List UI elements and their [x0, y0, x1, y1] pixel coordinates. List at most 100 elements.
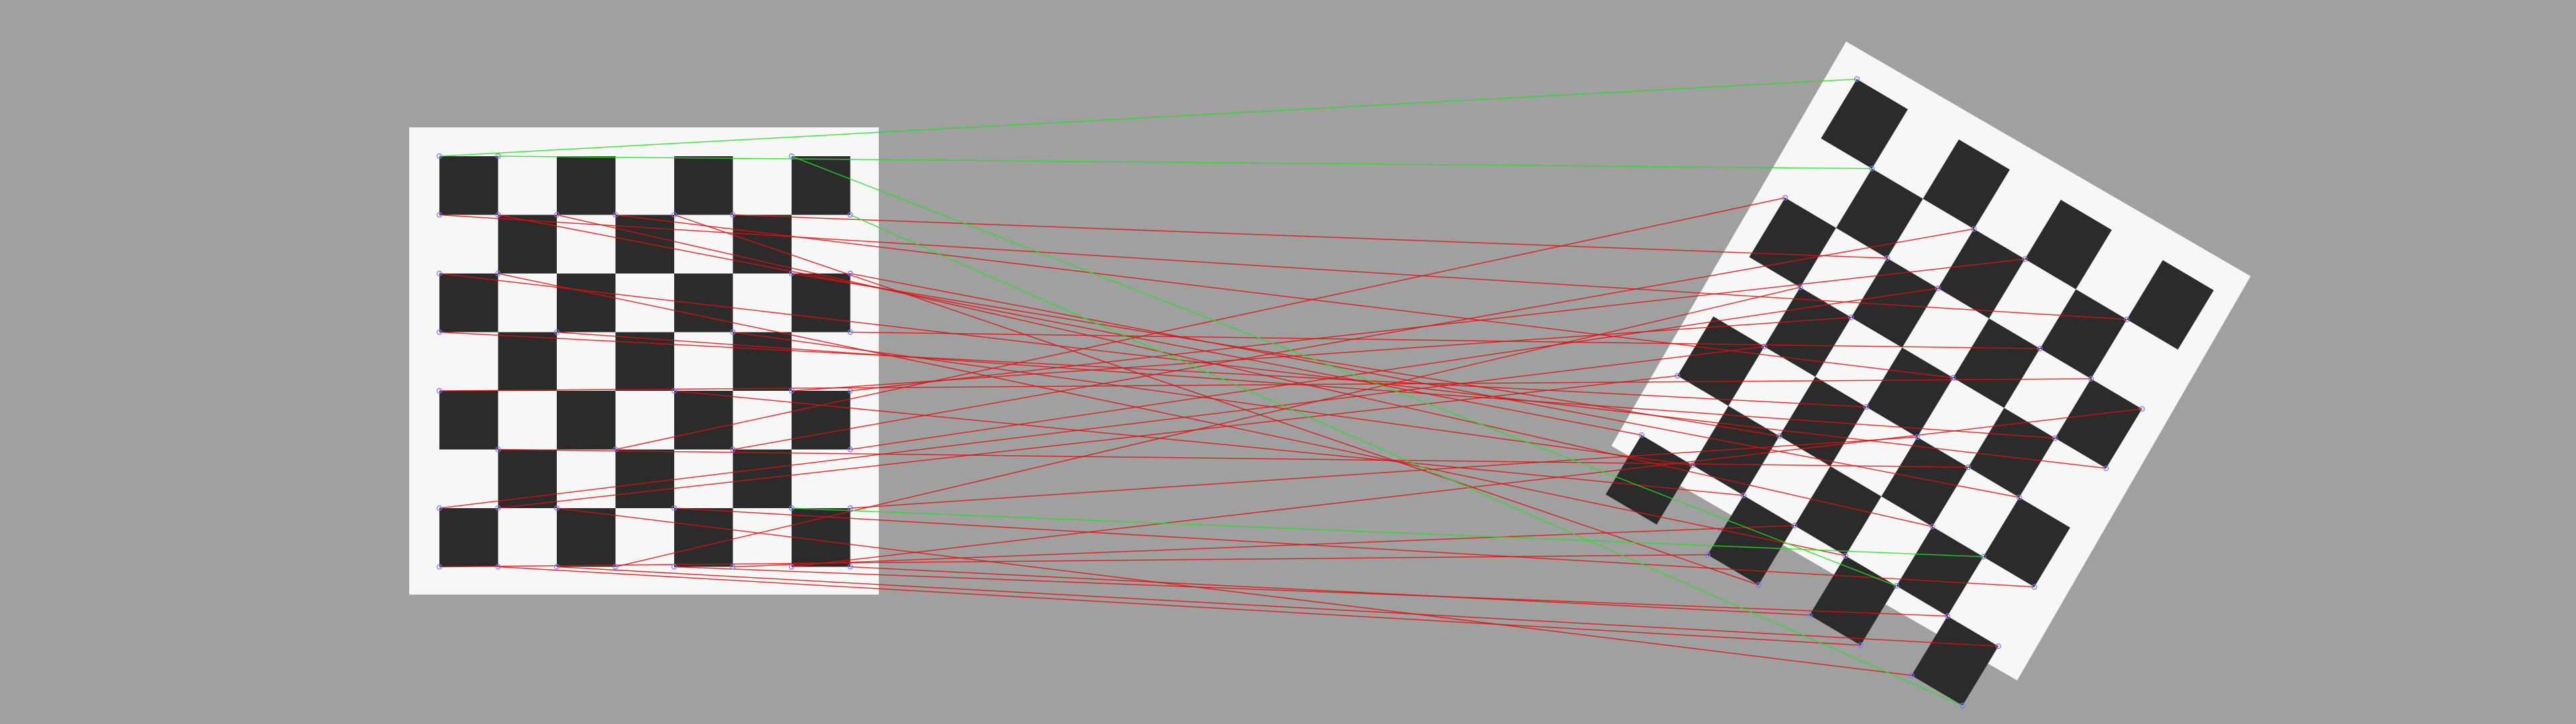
right-board-square [1707, 495, 1794, 585]
outlier-match-line [615, 197, 1786, 450]
right-keypoint [1960, 703, 1966, 709]
outlier-match-line [498, 214, 1642, 436]
reference-checkerboard [409, 127, 879, 595]
left-board-square [792, 156, 851, 215]
left-board-square [792, 508, 851, 567]
right-keypoint [1776, 433, 1782, 439]
right-keypoint [2031, 584, 2037, 590]
left-board-square [557, 156, 616, 215]
left-keypoint [436, 505, 443, 511]
left-keypoint [495, 270, 501, 277]
right-keypoint [1848, 314, 1854, 320]
right-keypoint [1980, 554, 1986, 560]
left-board-square [439, 274, 498, 333]
right-keypoint [2103, 465, 2109, 471]
right-keypoint [1884, 255, 1890, 261]
outlier-match-line [733, 331, 1693, 466]
left-keypoint [788, 505, 795, 511]
right-keypoint [1756, 582, 1762, 588]
right-board-square [1866, 347, 1953, 437]
inlier-match-line [439, 78, 1858, 157]
left-board-square [557, 508, 616, 567]
left-board-square [439, 156, 498, 215]
right-keypoint [1869, 166, 1875, 172]
left-keypoint [847, 270, 853, 277]
right-board-square [1896, 526, 1984, 616]
outlier-match-line [439, 554, 1708, 568]
right-keypoint [2088, 375, 2094, 382]
left-keypoint [553, 505, 560, 511]
left-board-square [498, 215, 557, 274]
outlier-match-line [556, 331, 2055, 439]
outlier-match-line [674, 507, 2035, 588]
left-keypoint [495, 446, 501, 452]
right-board-square [1911, 616, 1998, 706]
left-keypoint [612, 564, 619, 570]
right-keypoint [1782, 194, 1788, 201]
right-keypoint [1689, 462, 1696, 469]
right-keypoint [1740, 492, 1747, 499]
right-board-square [2040, 289, 2127, 379]
outlier-match-line [674, 390, 1744, 496]
outlier-match-line [556, 214, 1933, 528]
left-keypoint [436, 270, 443, 277]
outlier-match-line [674, 566, 1948, 617]
right-keypoint [2022, 256, 2028, 262]
outlier-match-line [733, 525, 1795, 568]
right-keypoint [1842, 552, 1849, 559]
right-keypoint [1965, 464, 1972, 471]
left-board-square [615, 332, 674, 391]
right-keypoint [2139, 406, 2145, 412]
rotated-checkerboard [1605, 42, 2251, 706]
left-board-square [674, 156, 733, 215]
right-board-square [1923, 139, 2010, 229]
left-keypoint [671, 212, 678, 218]
left-keypoint [436, 329, 443, 335]
left-keypoint [436, 387, 443, 394]
outlier-match-line [850, 258, 2025, 391]
left-keypoint [671, 505, 678, 511]
left-board-square [674, 508, 733, 567]
outlier-match-line [439, 331, 1867, 408]
left-board-square [792, 391, 851, 450]
right-keypoint [1858, 642, 1864, 648]
right-keypoint [1995, 643, 2002, 650]
right-keypoint [1705, 552, 1711, 558]
right-keypoint [1950, 375, 1956, 381]
left-keypoint [788, 270, 795, 277]
right-board-square [1968, 408, 2055, 497]
left-keypoint [847, 387, 853, 394]
left-keypoint [436, 564, 443, 570]
right-board-square [1605, 435, 1693, 525]
left-keypoint [553, 564, 560, 570]
outlier-match-line [615, 286, 1801, 568]
left-keypoint [436, 212, 443, 218]
left-keypoint [730, 446, 736, 452]
left-board-square [674, 274, 733, 333]
outlier-match-line [850, 331, 2041, 349]
left-keypoint [788, 153, 795, 160]
right-keypoint [1674, 373, 1680, 379]
left-board-square [733, 215, 792, 274]
left-board-square [674, 391, 733, 450]
right-board-square [1794, 466, 1882, 556]
right-board-square [1983, 497, 2070, 587]
right-keypoint [2016, 494, 2023, 501]
inlier-match-line [498, 156, 1872, 170]
right-keypoint [1893, 583, 1900, 589]
inlier-match-line [850, 214, 1963, 707]
left-board-square [615, 449, 674, 508]
right-keypoint [1914, 434, 1921, 440]
outlier-match-line [674, 214, 1759, 586]
outlier-match-line [439, 273, 2106, 469]
outlier-match-line [850, 273, 2020, 498]
left-keypoint [788, 564, 795, 570]
right-keypoint [1971, 226, 1977, 232]
left-board-square [557, 274, 616, 333]
outlier-match-line [439, 378, 2092, 391]
right-board-square [1693, 406, 1780, 495]
inlier-match-line [791, 156, 1897, 587]
left-keypoint [495, 505, 501, 511]
right-keypoint [1638, 432, 1645, 438]
inlier-match-line [791, 507, 1984, 558]
